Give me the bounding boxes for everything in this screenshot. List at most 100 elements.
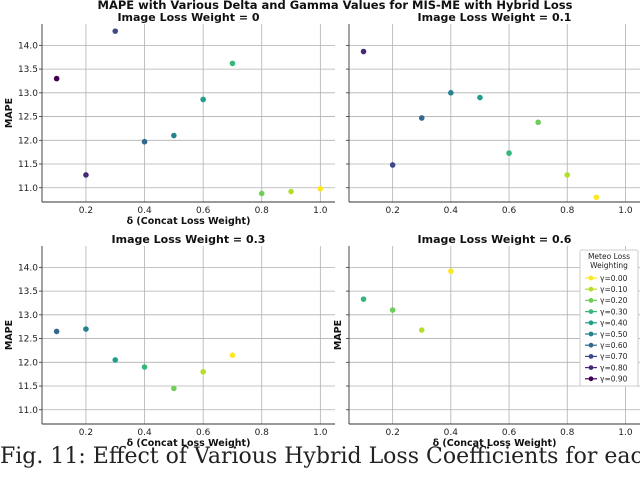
x-tick-label: 0.2	[385, 428, 399, 438]
scatter-point	[141, 364, 148, 370]
scatter-point	[360, 296, 367, 302]
subplot-title: Image Loss Weight = 0.1	[418, 11, 572, 24]
figure-title: MAPE with Various Delta and Gamma Values…	[98, 0, 573, 12]
legend-marker	[588, 354, 594, 359]
scatter-point	[229, 60, 236, 67]
legend-label: γ=0.60	[600, 341, 628, 350]
scatter-point	[564, 172, 571, 178]
x-tick-label: 0.2	[79, 206, 93, 216]
y-tick-label: 13.0	[18, 89, 38, 99]
y-tick-label: 12.0	[18, 358, 38, 368]
legend-label: γ=0.20	[600, 296, 628, 305]
x-tick-label: 0.6	[196, 206, 211, 216]
scatter-point	[593, 194, 600, 201]
subplot-2: 0.2 0.4 0.6 0.8 1.0 Image Loss Weight = 0.1	[346, 11, 640, 216]
x-tick-label: 0.8	[255, 206, 270, 216]
subplot-title: Image Loss Weight = 0	[117, 11, 259, 24]
x-tick-label: 1.0	[313, 428, 328, 438]
x-tick-label: 0.4	[137, 428, 152, 438]
y-tick-label: 11.0	[18, 184, 38, 194]
legend-title: Meteo Loss Weighting	[588, 252, 630, 270]
x-tick-label: 0.6	[502, 206, 517, 216]
scatter-point	[258, 190, 265, 197]
scatter-point	[171, 385, 177, 392]
scatter-point	[418, 327, 425, 333]
x-tick-label: 0.6	[196, 428, 211, 438]
scatter-point	[53, 328, 60, 335]
y-tick-label: 14.0	[18, 263, 38, 273]
legend-marker	[588, 320, 594, 326]
x-tick-label: 1.0	[618, 428, 633, 438]
y-tick-label: 12.5	[18, 113, 38, 123]
x-tick-label: 0.8	[560, 206, 575, 216]
legend: Meteo Loss Weighting γ=0.00 γ=0.10 γ=0.20 γ=0…	[579, 249, 639, 387]
scatter-point	[389, 307, 396, 313]
legend-marker	[588, 376, 594, 382]
x-tick-label: 0.4	[137, 206, 152, 216]
scatter-point	[288, 188, 294, 195]
legend-label: γ=0.00	[600, 274, 628, 283]
y-tick-label: 11.0	[18, 406, 38, 416]
legend-marker	[588, 331, 594, 337]
y-axis-label: MAPE	[4, 320, 15, 350]
scatter-point	[389, 162, 396, 168]
y-tick-label: 11.5	[18, 160, 38, 170]
subplot-3: 0.2 0.4 0.6 0.8 1.0 11.0 11.5 12.0 12.5 13.0 13.5 1…	[4, 233, 335, 449]
x-tick-label: 0.8	[560, 428, 575, 438]
x-axis-label: δ (Concat Loss Weight)	[127, 216, 251, 227]
scatter-point	[112, 28, 119, 34]
scatter-point	[448, 268, 454, 274]
scatter-point	[229, 352, 236, 358]
x-tick-label: 1.0	[618, 206, 633, 216]
x-tick-label: 0.2	[385, 206, 399, 216]
legend-label: γ=0.90	[600, 375, 628, 384]
scatter-point	[506, 150, 512, 156]
x-tick-label: 0.4	[444, 428, 459, 438]
y-tick-label: 13.5	[18, 65, 38, 75]
legend-label: γ=0.70	[600, 352, 628, 361]
y-tick-label: 13.5	[18, 287, 38, 297]
legend-marker	[588, 365, 594, 370]
legend-marker	[588, 342, 594, 348]
scatter-point	[141, 138, 148, 145]
y-tick-label: 13.0	[18, 311, 38, 321]
scatter-point	[317, 185, 324, 192]
legend-label: γ=0.50	[600, 330, 628, 339]
y-axis-label: MAPE	[333, 320, 344, 350]
scatter-point	[535, 119, 541, 126]
legend-label: γ=0.40	[600, 319, 628, 328]
legend-label: γ=0.80	[600, 363, 628, 372]
scatter-point	[171, 132, 177, 139]
scatter-point	[200, 96, 206, 103]
legend-label: γ=0.10	[600, 285, 628, 294]
x-tick-label: 0.2	[79, 428, 93, 438]
legend-marker	[588, 298, 594, 303]
scatter-point	[200, 368, 206, 375]
y-tick-label: 14.0	[18, 41, 38, 51]
scatter-point	[360, 48, 367, 55]
y-tick-label: 11.5	[18, 382, 38, 392]
scatter-point	[477, 94, 483, 101]
scatter-point	[448, 90, 454, 96]
legend-marker	[588, 309, 594, 314]
legend-marker	[588, 286, 594, 292]
x-tick-label: 0.4	[444, 206, 459, 216]
legend-box	[579, 249, 639, 387]
scatter-point	[83, 172, 89, 178]
y-axis-label: MAPE	[4, 98, 15, 128]
x-axis-label: δ (Concat Loss Weight)	[127, 438, 251, 449]
y-tick-label: 12.5	[18, 335, 38, 345]
x-tick-label: 0.6	[502, 428, 517, 438]
x-axis-label: δ (Concat Loss Weight)	[433, 438, 557, 449]
scatter-point	[112, 357, 119, 363]
subplot-title: Image Loss Weight = 0.6	[418, 233, 572, 246]
x-tick-label: 1.0	[313, 206, 328, 216]
legend-marker	[588, 275, 594, 281]
scatter-point	[53, 75, 60, 82]
subplot-title: Image Loss Weight = 0.3	[112, 233, 266, 246]
y-tick-label: 12.0	[18, 136, 38, 146]
scatter-point	[83, 326, 89, 332]
x-tick-label: 0.8	[255, 428, 270, 438]
subplot-1: 0.2 0.4 0.6 0.8 1.0 11.0 11.5 12.0 12.5 13.0 13.5 1…	[4, 11, 335, 227]
